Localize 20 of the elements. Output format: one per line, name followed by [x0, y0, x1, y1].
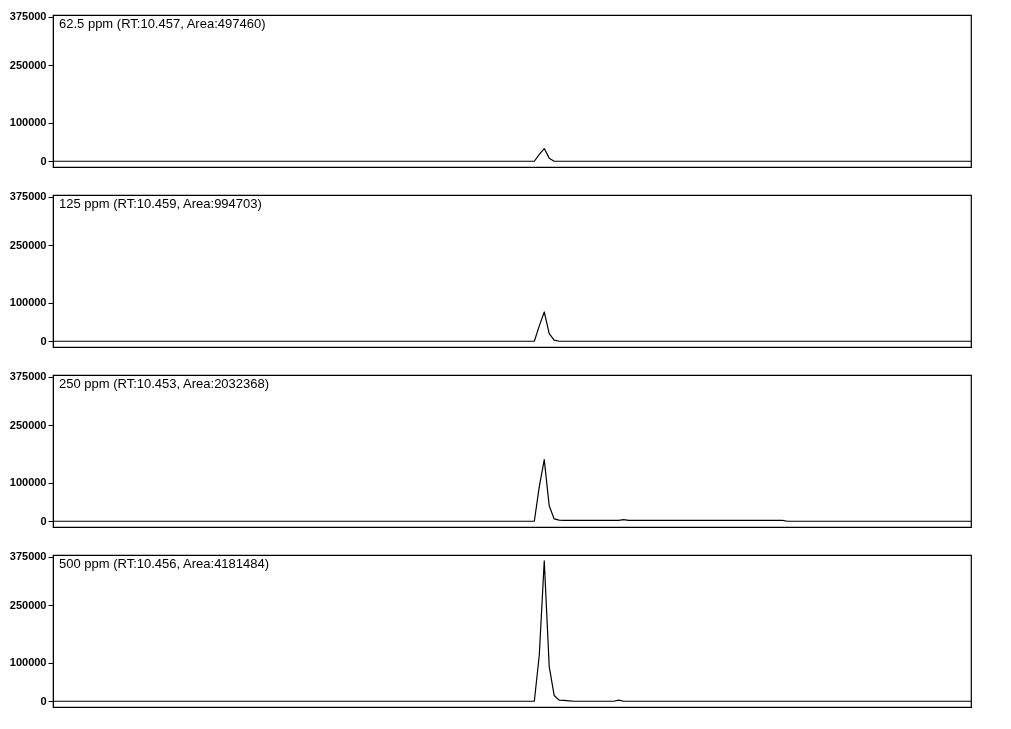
- y-tick-label: 100000: [9, 116, 47, 129]
- y-tick-label: 375000: [9, 190, 47, 203]
- y-tick-label: 100000: [9, 656, 47, 669]
- y-tick-label: 375000: [9, 370, 47, 383]
- y-tick-label: 100000: [9, 476, 47, 489]
- y-tick-label: 100000: [9, 296, 47, 309]
- y-tick-label: 375000: [9, 10, 47, 23]
- y-tick-label: 250000: [9, 58, 47, 71]
- y-tick-label: 0: [40, 154, 47, 167]
- chart-title: 500 ppm (RT:10.456, Area:4181484): [59, 555, 270, 571]
- y-tick-label: 250000: [9, 418, 47, 431]
- chart-title: 125 ppm (RT:10.459, Area:994703): [59, 195, 262, 211]
- y-tick-label: 250000: [9, 598, 47, 611]
- chart-title: 62.5 ppm (RT:10.457, Area:497460): [59, 15, 266, 31]
- y-tick-label: 0: [40, 694, 47, 707]
- y-tick-label: 250000: [9, 238, 47, 251]
- chart-title: 250 ppm (RT:10.453, Area:2032368): [59, 375, 270, 391]
- y-tick-label: 375000: [9, 550, 47, 563]
- y-tick-label: 0: [40, 514, 47, 527]
- y-tick-label: 0: [40, 334, 47, 347]
